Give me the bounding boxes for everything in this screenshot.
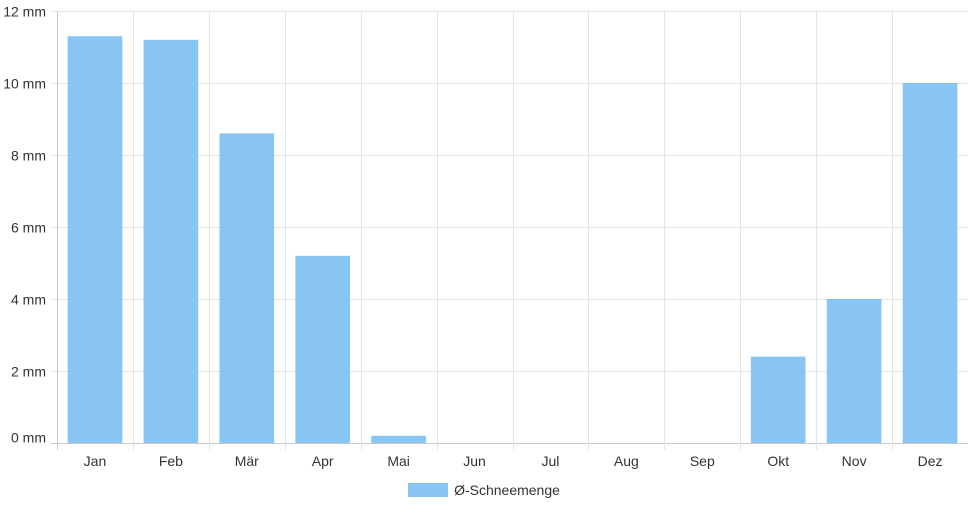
bar[interactable] — [295, 255, 351, 443]
bar[interactable] — [750, 356, 806, 443]
y-tick-label: 10 mm — [3, 76, 46, 92]
x-tick-label: Mär — [235, 453, 259, 469]
y-tick-label: 4 mm — [11, 292, 46, 308]
bar[interactable] — [902, 83, 958, 443]
x-tick-label: Sep — [690, 453, 715, 469]
x-tick-label: Dez — [918, 453, 943, 469]
grid — [51, 11, 968, 450]
y-tick-label: 12 mm — [3, 4, 46, 20]
y-tick-label: 0 mm — [11, 430, 46, 446]
y-tick-label: 8 mm — [11, 148, 46, 164]
y-tick-label: 6 mm — [11, 220, 46, 236]
x-tick-label: Jun — [463, 453, 486, 469]
x-tick-label: Apr — [312, 453, 334, 469]
x-tick-label: Jan — [84, 453, 107, 469]
x-tick-label: Jul — [542, 453, 560, 469]
y-axis: 0 mm 2 mm 4 mm 6 mm 8 mm 10 mm 12 mm — [3, 4, 46, 446]
bar[interactable] — [219, 133, 275, 443]
bar[interactable] — [371, 435, 426, 443]
x-tick-label: Feb — [159, 453, 183, 469]
x-axis: Jan Feb Mär Apr Mai Jun Jul Aug Sep Okt Nov Dez — [84, 453, 943, 469]
x-tick-label: Okt — [767, 453, 789, 469]
bar[interactable] — [143, 39, 199, 444]
bar[interactable] — [826, 299, 882, 443]
x-tick-label: Aug — [614, 453, 639, 469]
y-tick-label: 2 mm — [11, 364, 46, 380]
x-tick-label: Nov — [842, 453, 867, 469]
legend-label: Ø-Schneemenge — [454, 482, 560, 498]
x-tick-label: Mai — [387, 453, 410, 469]
legend: Ø-Schneemenge — [0, 478, 968, 502]
bar[interactable] — [67, 36, 123, 443]
legend-swatch — [408, 483, 449, 497]
bars — [67, 36, 958, 444]
